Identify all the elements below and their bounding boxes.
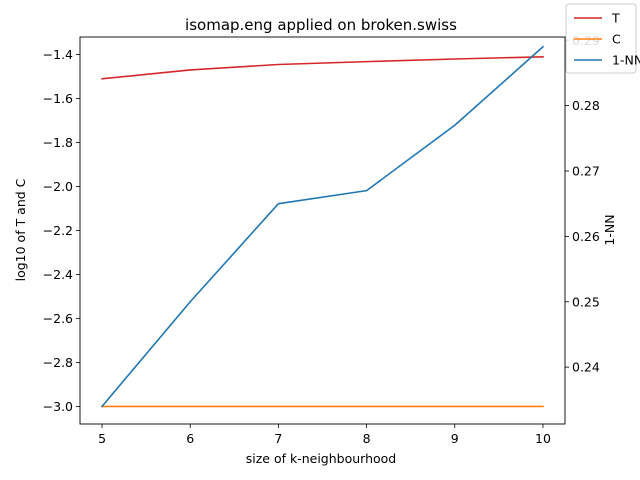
left-y-tick-label: −1.8	[43, 135, 73, 150]
left-y-tick-label: −2.2	[43, 223, 73, 238]
right-y-tick-label: 0.28	[572, 98, 600, 113]
series-layer	[100, 45, 545, 408]
series-line-1-nn	[100, 45, 545, 408]
x-tick-label: 7	[274, 431, 282, 446]
x-axis-label: size of k-neighbourhood	[246, 451, 397, 466]
x-axis: 5 6 7 8 9 10	[98, 424, 551, 446]
x-tick-label: 8	[363, 431, 371, 446]
legend-label-1-nn: 1-NN	[612, 53, 640, 68]
x-tick-label: 9	[451, 431, 459, 446]
legend-label-c: C	[612, 32, 621, 47]
left-y-axis-label: log10 of T and C	[13, 178, 28, 281]
chart-title: isomap.eng applied on broken.swiss	[185, 16, 457, 34]
x-tick-label: 5	[98, 431, 106, 446]
legend: TC 1-NN	[565, 3, 640, 74]
x-tick-label: 6	[186, 431, 194, 446]
left-y-tick-label: −2.4	[43, 267, 73, 282]
right-y-tick-label: 0.27	[572, 164, 600, 179]
left-y-tick-label: −2.0	[43, 179, 73, 194]
right-y-tick-label: 0.25	[572, 294, 600, 309]
legend-label-t: T	[611, 11, 620, 26]
left-y-axis: −3.0 −2.8 −2.6 −2.4 −2.2 −2.0 −1.8 −1.6 −1.4	[43, 47, 80, 414]
right-y-tick-label: 0.24	[572, 360, 600, 375]
left-y-tick-label: −1.6	[43, 91, 73, 106]
right-y-axis-label: 1-NN	[602, 214, 617, 245]
right-y-tick-label: 0.26	[572, 229, 600, 244]
left-y-tick-label: −2.8	[43, 355, 73, 370]
left-y-tick-label: −1.4	[43, 47, 73, 62]
left-y-tick-label: −2.6	[43, 311, 73, 326]
left-y-tick-label: −3.0	[43, 399, 73, 414]
series-line-t	[101, 55, 544, 80]
x-tick-label: 10	[535, 431, 551, 446]
